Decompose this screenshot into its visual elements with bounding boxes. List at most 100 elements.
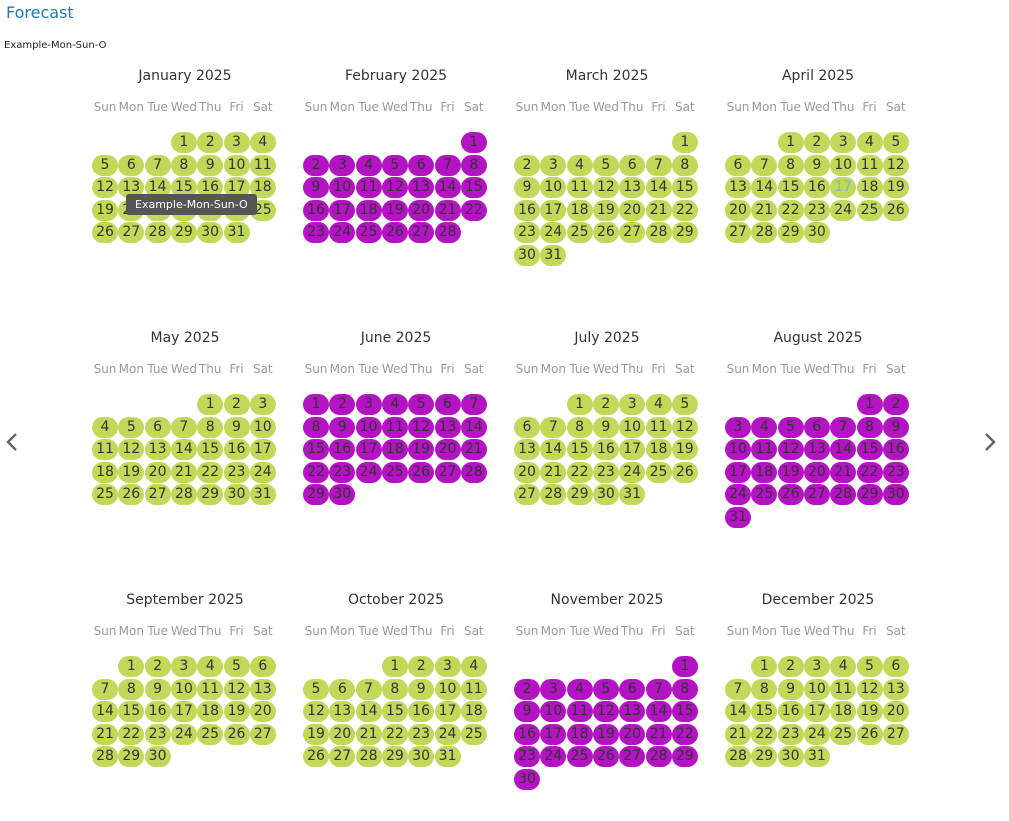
day-cell[interactable]: 6 [882,656,909,677]
day-cell[interactable]: 9 [197,154,224,176]
day-cell[interactable]: 31 [434,746,461,768]
day-cell[interactable]: 18 [566,723,593,745]
day-cell[interactable]: 24 [329,222,356,244]
day-cell[interactable]: 7 [725,678,751,700]
day-cell[interactable]: 21 [434,199,461,221]
day-cell[interactable]: 23 [303,222,329,244]
day-cell[interactable]: 17 [725,461,751,483]
day-cell[interactable]: 10 [725,439,751,461]
day-cell[interactable]: 9 [408,678,435,700]
day-cell[interactable]: 18 [856,177,883,199]
day-cell[interactable]: 25 [460,723,487,745]
day-cell[interactable]: 25 [197,723,224,745]
day-cell[interactable]: 3 [619,394,646,415]
day-cell[interactable]: 28 [645,222,672,244]
day-cell[interactable]: 16 [803,177,830,199]
day-cell[interactable]: 6 [619,678,646,700]
day-cell[interactable]: 10 [830,154,857,176]
day-cell[interactable]: 19 [223,701,250,723]
day-cell[interactable]: 21 [830,461,857,483]
day-cell[interactable]: 21 [460,439,487,461]
day-cell[interactable]: 26 [408,461,435,483]
day-cell[interactable]: 6 [118,154,145,176]
day-cell[interactable]: 12 [92,177,118,199]
day-cell[interactable]: 11 [830,678,857,700]
day-cell[interactable]: 30 [777,746,804,768]
day-cell[interactable]: 29 [856,484,883,506]
day-cell[interactable]: 1 [777,132,804,153]
day-cell[interactable]: 13 [725,177,751,199]
day-cell[interactable]: 23 [803,199,830,221]
day-cell[interactable]: 30 [197,222,224,244]
day-cell[interactable]: 15 [671,177,698,199]
chevron-right-icon[interactable] [980,431,1000,459]
day-cell[interactable]: 5 [592,154,619,176]
day-cell[interactable]: 12 [408,416,435,438]
day-cell[interactable]: 22 [118,723,145,745]
day-cell[interactable]: 2 [514,154,540,176]
day-cell[interactable]: 7 [434,154,461,176]
day-cell[interactable]: 28 [355,746,382,768]
day-cell[interactable]: 16 [592,439,619,461]
day-cell[interactable]: 11 [197,678,224,700]
day-cell[interactable]: 22 [197,461,224,483]
day-cell[interactable]: 23 [329,461,356,483]
day-cell[interactable]: 1 [381,656,408,677]
day-cell[interactable]: 20 [725,199,751,221]
day-cell[interactable]: 31 [540,245,567,266]
day-cell[interactable]: 23 [408,723,435,745]
day-cell[interactable]: 18 [460,701,487,723]
day-cell[interactable]: 29 [118,746,145,768]
day-cell[interactable]: 9 [514,701,540,723]
day-cell[interactable]: 3 [540,678,567,700]
day-cell[interactable]: 12 [671,416,698,438]
day-cell[interactable]: 11 [566,701,593,723]
day-cell[interactable]: 14 [751,177,778,199]
day-cell[interactable]: 11 [856,154,883,176]
day-cell[interactable]: 14 [434,177,461,199]
day-cell[interactable]: 16 [514,723,540,745]
day-cell[interactable]: 21 [170,461,197,483]
day-cell[interactable]: 13 [249,678,276,700]
day-cell[interactable]: 1 [671,656,698,677]
day-cell[interactable]: 24 [830,199,857,221]
day-cell[interactable]: 20 [803,461,830,483]
day-cell[interactable]: 29 [671,746,698,768]
day-cell[interactable]: 8 [118,678,145,700]
day-cell[interactable]: 1 [197,394,224,415]
day-cell[interactable]: 3 [725,416,751,438]
day-cell[interactable]: 17 [355,439,382,461]
day-cell[interactable]: 1 [460,132,487,153]
day-cell[interactable]: 22 [381,723,408,745]
day-cell[interactable]: 15 [751,701,778,723]
day-cell[interactable]: 19 [671,439,698,461]
day-cell[interactable]: 4 [355,154,382,176]
day-cell[interactable]: 26 [592,222,619,244]
day-cell[interactable]: 6 [619,154,646,176]
day-cell[interactable]: 10 [249,416,276,438]
day-cell[interactable]: 30 [408,746,435,768]
day-cell[interactable]: 24 [540,746,567,768]
day-cell[interactable]: 5 [592,678,619,700]
day-cell[interactable]: 24 [803,723,830,745]
day-cell[interactable]: 20 [329,723,356,745]
day-cell[interactable]: 17 [830,177,857,199]
day-cell[interactable]: 27 [434,461,461,483]
day-cell[interactable]: 18 [830,701,857,723]
day-cell[interactable]: 14 [830,439,857,461]
day-cell[interactable]: 25 [566,746,593,768]
day-cell[interactable]: 12 [303,701,329,723]
day-cell[interactable]: 28 [144,222,171,244]
day-cell[interactable]: 7 [170,416,197,438]
day-cell[interactable]: 20 [249,701,276,723]
day-cell[interactable]: 1 [751,656,778,677]
day-cell[interactable]: 12 [777,439,804,461]
day-cell[interactable]: 18 [645,439,672,461]
day-cell[interactable]: 3 [170,656,197,677]
day-cell[interactable]: 1 [303,394,329,415]
day-cell[interactable]: 24 [540,222,567,244]
day-cell[interactable]: 10 [803,678,830,700]
day-cell[interactable]: 15 [566,439,593,461]
day-cell[interactable]: 2 [303,154,329,176]
day-cell[interactable]: 8 [671,154,698,176]
